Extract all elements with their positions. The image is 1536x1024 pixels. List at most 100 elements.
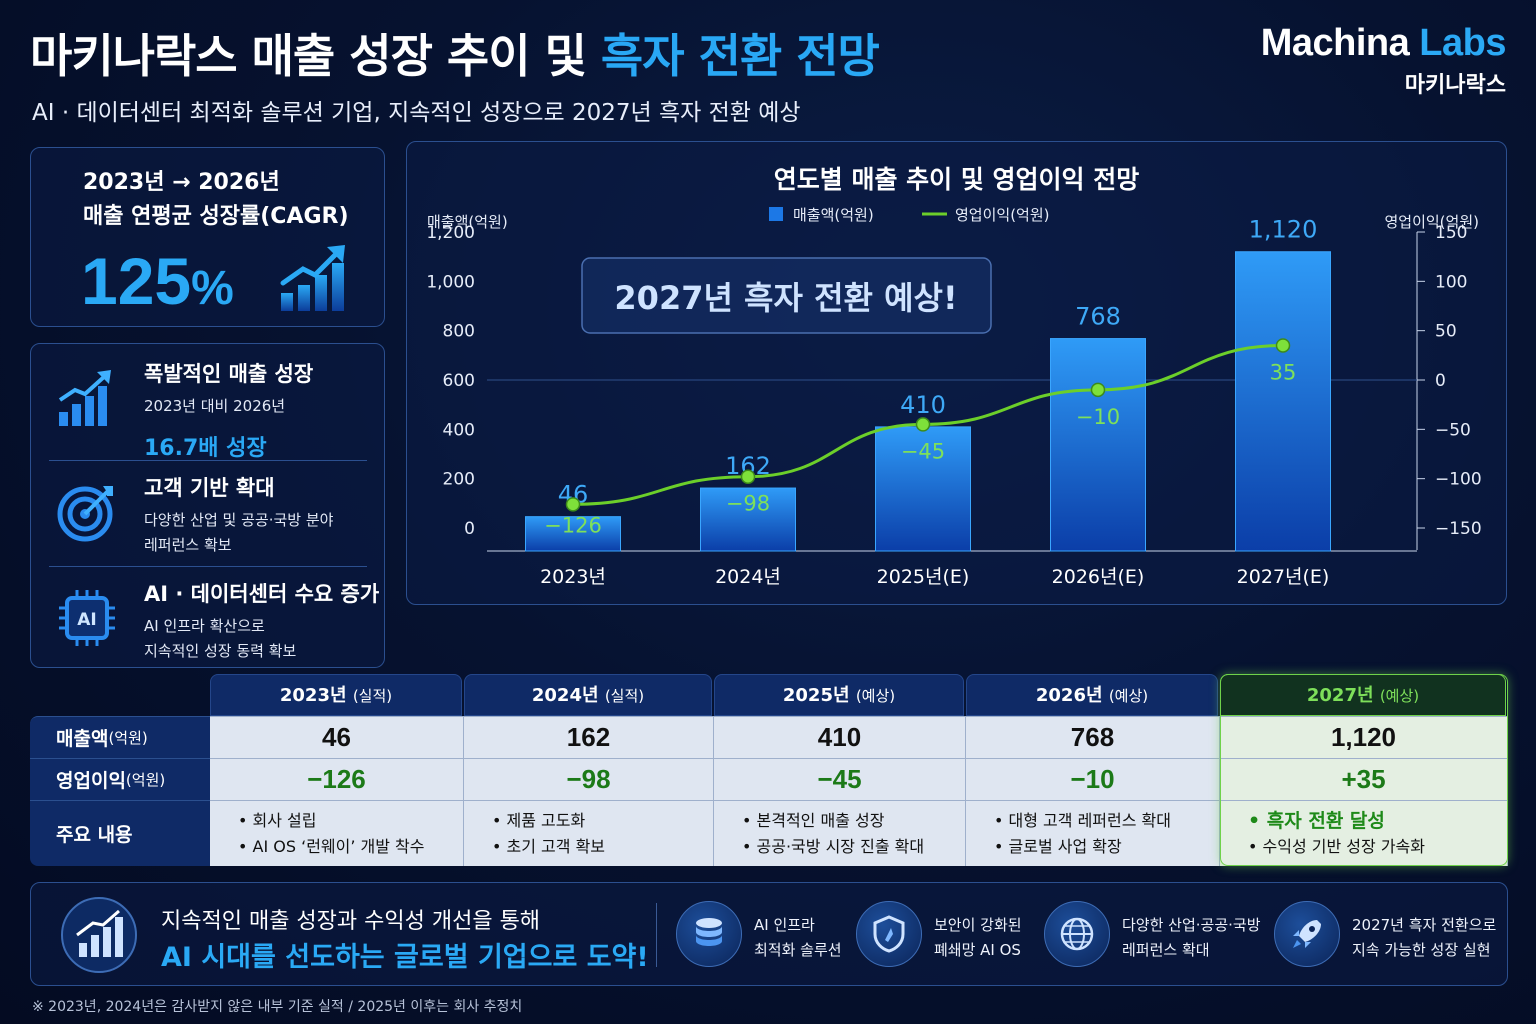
x-tick-label: 2027년(E) xyxy=(1237,566,1330,588)
banner-item-line: 2027년 흑자 전환으로 xyxy=(1352,916,1497,934)
row-label: 주요 내용 xyxy=(30,800,210,866)
header-year: 2026년 xyxy=(1035,685,1109,706)
y-tick-left: 800 xyxy=(443,322,475,342)
logo-korean: 마키나락스 xyxy=(1404,73,1506,98)
banner-separator xyxy=(656,903,657,967)
row-label-main: 매출액 xyxy=(56,728,109,750)
bar-revenue xyxy=(875,426,971,552)
cagr-label: 2023년 → 2026년 매출 연평균 성장률(CAGR) xyxy=(83,166,349,234)
note-line: • 공공·국방 시장 진출 확대 xyxy=(742,836,925,856)
profit-cell: −98 xyxy=(464,758,714,800)
cagr-unit: % xyxy=(191,262,234,315)
bar-label-revenue: 768 xyxy=(1075,303,1121,331)
profit-cell: −126 xyxy=(210,758,464,800)
cagr-card: 2023년 → 2026년 매출 연평균 성장률(CAGR) 125% xyxy=(30,147,385,327)
ai-chip-icon: AI xyxy=(59,590,115,646)
row-label-unit: (억원) xyxy=(125,771,166,789)
x-tick-label: 2023년 xyxy=(540,566,606,588)
y-tick-right: 150 xyxy=(1435,223,1467,243)
note-line: • 흑자 전환 달성 xyxy=(1248,809,1385,832)
point-label-profit: −45 xyxy=(901,439,945,463)
divider xyxy=(49,460,367,461)
title-main: 마키나락스 매출 성장 추이 및 xyxy=(30,29,601,83)
note-line: • 초기 고객 확보 xyxy=(492,836,606,856)
banner-item-references: 다양한 산업·공공·국방 레퍼런스 확대 xyxy=(1044,893,1274,977)
point-profit xyxy=(1090,382,1106,398)
y-tick-right: −50 xyxy=(1435,420,1471,440)
note-line: • 회사 설립 xyxy=(238,810,317,830)
features-card: 폭발적인 매출 성장 2023년 대비 2026년 16.7배 성장 고객 기반… xyxy=(30,343,385,668)
y-axis-left-label: 매출액(억원) xyxy=(427,213,508,231)
table-header: 2027년 (예상) xyxy=(1220,674,1506,716)
notes-cell: • 대형 고객 레퍼런스 확대 • 글로벌 사업 확장 xyxy=(966,800,1220,866)
legend-label-profit: 영업이익(억원) xyxy=(955,206,1050,224)
legend-label-revenue: 매출액(억원) xyxy=(793,206,874,224)
header-year: 2027년 xyxy=(1306,685,1380,706)
banner-item-line: 최적화 솔루션 xyxy=(754,941,842,959)
legend-swatch-revenue xyxy=(769,207,783,221)
feature-desc: 2023년 대비 2026년 xyxy=(144,397,286,415)
shield-icon xyxy=(856,901,922,967)
row-label: 영업이익 (억원) xyxy=(30,758,210,800)
point-label-profit: −98 xyxy=(726,492,770,516)
y-tick-left: 400 xyxy=(443,420,475,440)
notes-cell: • 흑자 전환 달성 • 수익성 기반 성장 가속화 xyxy=(1220,800,1508,866)
header-note: (예상) xyxy=(1108,687,1149,705)
rocket-icon xyxy=(1274,901,1340,967)
point-label-profit: −10 xyxy=(1076,405,1120,429)
point-profit xyxy=(565,497,581,512)
title-accent: 흑자 전환 전망 xyxy=(600,29,880,83)
logo-wordmark: Machina Labs xyxy=(1261,22,1507,65)
divider xyxy=(49,566,367,567)
revenue-cell: 768 xyxy=(966,716,1220,758)
database-icon xyxy=(676,901,742,967)
point-profit xyxy=(1275,338,1291,353)
notes-cell: • 본격적인 매출 성장 • 공공·국방 시장 진출 확대 xyxy=(714,800,966,866)
bar-revenue xyxy=(1235,251,1331,552)
bar-revenue xyxy=(1050,338,1146,552)
note-line: • 제품 고도화 xyxy=(492,810,586,830)
header-year: 2023년 xyxy=(279,685,353,706)
point-label-profit: 35 xyxy=(1270,360,1297,384)
profit-cell: +35 xyxy=(1220,758,1508,800)
row-label-main: 주요 내용 xyxy=(56,824,133,846)
banner-item-security: 보안이 강화된 폐쇄망 AI OS xyxy=(856,893,1046,977)
banner-item-text: 다양한 산업·공공·국방 레퍼런스 확대 xyxy=(1122,913,1261,963)
banner-item-line: 레퍼런스 확대 xyxy=(1122,941,1210,959)
chart-title: 연도별 매출 추이 및 영업이익 전망 xyxy=(773,165,1140,194)
y-tick-right: 50 xyxy=(1435,322,1457,342)
financial-table: 2023년 (실적) 2024년 (실적) 2025년 (예상) 2026년 (예상)… xyxy=(30,674,1508,866)
y-tick-left: 1,000 xyxy=(426,272,475,292)
table-header: 2025년 (예상) xyxy=(714,674,964,716)
header-year: 2025년 xyxy=(782,685,856,706)
logo-labs: Labs xyxy=(1419,22,1506,64)
table-header: 2026년 (예상) xyxy=(966,674,1218,716)
revenue-cell: 1,120 xyxy=(1220,716,1508,758)
banner-item-profit-turnaround: 2027년 흑자 전환으로 지속 가능한 성장 실현 xyxy=(1274,893,1499,977)
feature-customer-base: 고객 기반 확대 다양한 산업 및 공공·국방 분야 레퍼런스 확보 xyxy=(49,472,369,562)
x-tick-label: 2025년(E) xyxy=(877,566,970,588)
feature-desc: 다양한 산업 및 공공·국방 분야 레퍼런스 확보 xyxy=(144,508,333,558)
cagr-value: 125% xyxy=(81,243,234,319)
bar-revenue xyxy=(700,487,796,552)
bar-label-revenue: 1,120 xyxy=(1249,216,1318,244)
banner-item-line: AI 인프라 xyxy=(754,916,815,934)
y-tick-left: 0 xyxy=(464,519,475,539)
cagr-number: 125 xyxy=(81,244,192,318)
page-subtitle: AI · 데이터센터 최적화 솔루션 기업, 지속적인 성장으로 2027년 흑… xyxy=(32,100,801,126)
profit-cell: −45 xyxy=(714,758,966,800)
chart-panel: 연도별 매출 추이 및 영업이익 전망 매출액(억원) 영업이익(억원) 매출액(억… xyxy=(406,141,1507,605)
feature-desc-line: 지속적인 성장 동력 확보 xyxy=(144,642,297,660)
note-line: • 글로벌 사업 확장 xyxy=(994,836,1122,856)
x-tick-label: 2024년 xyxy=(715,566,781,588)
header-year: 2024년 xyxy=(531,685,605,706)
annotation-box xyxy=(581,257,992,334)
row-label-unit: (억원) xyxy=(108,729,148,747)
annotation-text: 2027년 흑자 전환 예상! xyxy=(614,279,957,317)
ai-chip-text: AI xyxy=(77,610,96,630)
revenue-cell: 410 xyxy=(714,716,966,758)
row-label: 매출액 (억원) xyxy=(30,716,210,758)
header-note: (실적) xyxy=(352,687,393,705)
y-tick-right: 100 xyxy=(1435,272,1467,292)
